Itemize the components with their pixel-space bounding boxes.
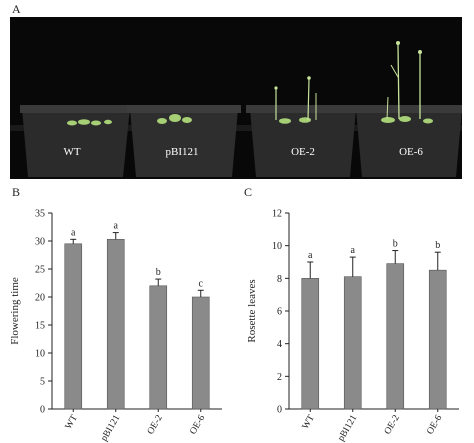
flowering-x-tick-label: WT [64,413,80,431]
rosette-bar [343,276,362,410]
flowering-x-tick-label: OE-6 [188,413,207,436]
rosette-y-tick-label: 0 [277,405,282,416]
rosette-significance-label: b [435,240,440,251]
pot-oe-2: OE-2 [246,76,360,177]
flowering-y-tick-label: 10 [35,349,45,360]
rosette-y-axis-label: Rosette leaves [246,279,258,342]
flowering-y-tick-label: 15 [35,321,45,332]
rosette-bar [428,269,447,410]
panel-a-label: A [12,2,21,16]
flowering-bar [191,296,210,410]
flowering-bar [149,285,168,410]
flowering-significance-label: a [114,221,119,232]
rosette-y-tick-label: 4 [277,339,282,350]
pot-pbi121: pBI121 [127,105,241,177]
rosette-x-tick-label: WT [301,413,317,431]
panel-c-label: C [244,185,253,199]
flowering-y-tick-label: 20 [35,293,45,304]
flowering-bar [106,239,125,410]
flowering-significance-label: c [199,278,204,289]
pot-label-pbi121: pBI121 [166,146,199,158]
plant-photo: WT pBI121 OE-2 OE-6 [10,17,462,179]
pot-label-oe-2: OE-2 [291,146,315,158]
rosette-y-tick-label: 8 [277,274,282,285]
flowering-bar [64,243,83,410]
flowering-time-chart: 0 5 10 15 20 25 30 35 Flowering time a WT a pBI121 b O… [9,209,222,443]
rosette-significance-label: b [393,239,398,250]
rosette-y-tick-label: 12 [272,209,282,220]
rosette-x-tick-label: pBI121 [336,413,359,443]
flowering-y-tick-label: 0 [40,405,45,416]
rosette-y-tick-label: 2 [277,372,282,383]
rosette-bar [386,263,405,410]
pot-wt: WT [20,105,132,177]
rosette-leaves-chart: 0 2 4 6 8 10 12 Rosette leaves a WT a pBI121 b OE-2 b O… [246,209,459,443]
pot-label-oe-6: OE-6 [399,146,423,158]
flowering-y-axis-label: Flowering time [9,277,21,345]
rosette-x-tick-label: OE-2 [383,413,402,436]
rosette-x-tick-label: OE-6 [425,413,444,436]
rosette-y-tick-label: 10 [272,241,282,252]
flowering-significance-label: a [71,227,76,238]
flowering-y-tick-label: 5 [40,377,45,388]
pot-label-wt: WT [63,146,80,158]
flowering-y-tick-label: 30 [35,237,45,248]
flowering-y-tick-label: 35 [35,209,45,220]
flowering-x-tick-label: pBI121 [99,413,122,443]
pot-oe-6: OE-6 [352,41,462,177]
rosette-y-tick-label: 6 [277,307,282,318]
flowering-y-tick-label: 25 [35,265,45,276]
rosette-significance-label: a [308,250,313,261]
panel-b-label: B [12,185,21,199]
flowering-x-tick-label: OE-2 [146,413,165,436]
rosette-significance-label: a [351,245,356,256]
flowering-significance-label: b [156,267,161,278]
rosette-bar [301,278,320,410]
